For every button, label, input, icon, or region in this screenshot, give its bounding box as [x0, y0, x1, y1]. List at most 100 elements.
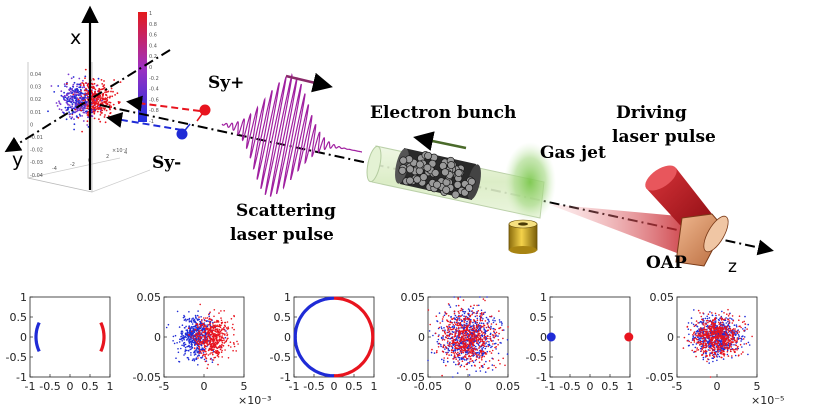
- panel-scatter-point: [471, 351, 473, 354]
- panel-y-tick-label: -0.5: [270, 351, 291, 364]
- panel-scatter-point: [488, 367, 490, 369]
- panel-scatter-point: [475, 337, 478, 340]
- inset-point: [97, 77, 100, 80]
- panel-scatter-point: [486, 340, 488, 343]
- panel-scatter-point: [705, 343, 708, 345]
- inset-floor-line: [27, 157, 121, 179]
- panel-scatter-point: [699, 320, 702, 323]
- panel-scatter-point: [437, 338, 440, 341]
- panel-scatter-point: [484, 351, 487, 354]
- panel-scatter-point: [495, 366, 497, 369]
- panel-scatter-point: [464, 342, 467, 345]
- panel-x-tick-label: -1: [545, 380, 556, 393]
- panel-scatter-point: [209, 358, 212, 360]
- inset-x-tick: -4: [52, 166, 57, 172]
- panel-x-tick-label: 0: [465, 380, 472, 393]
- panel-scatter-point: [212, 340, 214, 342]
- panel-scatter-point: [463, 318, 465, 320]
- panel-scatter-point: [696, 330, 698, 333]
- panel-scatter-point: [198, 354, 200, 356]
- panel-scatter-point: [709, 341, 711, 344]
- panel-scatter-point: [214, 324, 216, 327]
- panel-scatter-point: [729, 340, 731, 342]
- colorbar-tick: -0.8: [149, 108, 159, 114]
- inset-point: [76, 108, 78, 110]
- panel-scatter-point: [227, 326, 229, 329]
- inset-x-tick: 4: [124, 150, 127, 156]
- panel-point: [546, 332, 556, 342]
- panel-scatter-point: [475, 340, 478, 342]
- panel-scatter-point: [742, 338, 745, 340]
- panel-scatter-point: [195, 338, 198, 340]
- panel-scatter-point: [721, 332, 723, 334]
- panel-y-tick-label: 1: [540, 291, 547, 304]
- panel-scatter-point: [186, 339, 188, 341]
- panel-scatter-point: [208, 315, 210, 318]
- panel-scatter-point: [490, 340, 493, 342]
- panel-scatter-point: [457, 337, 460, 339]
- panel-scatter-point: [442, 329, 444, 332]
- panel-scatter-point: [722, 340, 725, 342]
- panel-scatter-point: [474, 336, 477, 338]
- panel-scatter-point: [692, 339, 694, 341]
- panel-scatter-point: [448, 330, 451, 333]
- panel-scatter-point: [468, 343, 470, 346]
- panel-scatter-point: [710, 321, 713, 324]
- panel-scatter-point: [715, 355, 718, 357]
- panel-scatter-point: [483, 312, 485, 314]
- panel-scatter-point: [232, 349, 234, 352]
- inset-point: [75, 104, 77, 106]
- spin-down-arrow: [106, 112, 183, 131]
- panel-x-tick-label: -0.5: [303, 380, 324, 393]
- panel-scatter-point: [475, 329, 477, 332]
- panel-scatter-point: [457, 298, 460, 300]
- panel-scatter-point: [704, 339, 706, 342]
- panel-scatter-point: [230, 346, 232, 348]
- panel-scatter-point: [209, 325, 212, 328]
- inset-point: [109, 112, 111, 115]
- panel-scatter-point: [739, 343, 742, 346]
- inset-point: [70, 117, 73, 120]
- inset-y-tick: 0.02: [30, 97, 41, 103]
- panel-scatter-point: [480, 365, 483, 368]
- panel-scatter-point: [481, 338, 484, 341]
- panel-scatter-point: [469, 351, 472, 354]
- panel-scatter-point: [475, 370, 477, 373]
- panel-scatter-point: [213, 326, 216, 328]
- panel-scatter-point: [736, 347, 739, 349]
- inset-point: [58, 108, 61, 110]
- panel-scatter-point: [706, 317, 709, 320]
- inset-point: [73, 81, 76, 84]
- panel-scatter-point: [451, 326, 453, 329]
- panel-scatter-point: [451, 328, 453, 331]
- inset-point: [102, 107, 105, 109]
- panel-scatter-point: [719, 339, 721, 342]
- panel-x-tick-label: -1: [25, 380, 36, 393]
- panel-scatter-point: [450, 318, 453, 320]
- panel-scatter-point: [443, 330, 446, 333]
- panel-scatter-point: [484, 335, 486, 338]
- panel-scatter-point: [451, 337, 454, 340]
- panel-scatter-point: [447, 327, 450, 330]
- inset-point: [63, 99, 66, 101]
- panel-scatter-point: [451, 347, 454, 350]
- panel-scatter-point: [183, 338, 185, 341]
- panel-scatter-point: [716, 345, 719, 347]
- panel-scatter-point: [473, 333, 476, 335]
- panel-scatter-point: [722, 343, 725, 346]
- panel-scatter-point: [440, 326, 443, 328]
- inset-point: [63, 83, 66, 85]
- panel-scatter-point: [430, 351, 433, 354]
- inset-point: [75, 115, 78, 117]
- panel-scatter-point: [198, 318, 200, 321]
- panel-scatter-point: [432, 334, 434, 337]
- panel-scatter-point: [457, 345, 460, 348]
- panel-scatter-point: [224, 321, 227, 324]
- panel-scatter-point: [711, 351, 713, 354]
- panel-scatter-point: [203, 334, 206, 337]
- panel-scatter-point: [699, 337, 701, 340]
- panel-scatter-point: [471, 352, 473, 355]
- panel-scatter-point: [220, 319, 223, 322]
- panel-scatter-point: [202, 354, 204, 357]
- panel-scatter-point: [448, 354, 450, 356]
